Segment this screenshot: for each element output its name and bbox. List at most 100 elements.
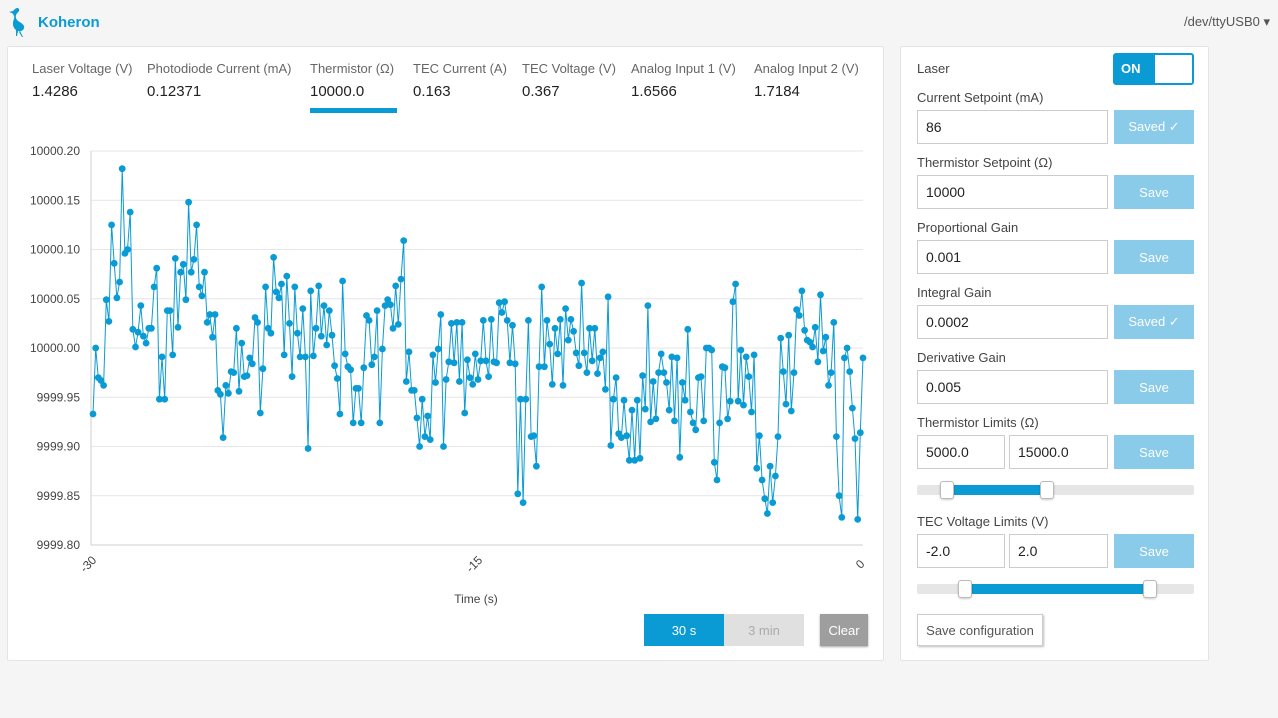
tab-value: 1.6566 — [631, 83, 677, 100]
derivative-gain-input[interactable] — [917, 370, 1108, 404]
data-point — [721, 364, 729, 372]
integral-gain-save-button[interactable]: Saved ✓ — [1114, 305, 1194, 339]
current-setpoint-input[interactable] — [917, 110, 1108, 144]
proportional-gain-save-button[interactable]: Save — [1114, 240, 1194, 274]
data-point — [849, 404, 856, 412]
thermistor-limits-slider[interactable] — [917, 481, 1194, 499]
slider-min-handle[interactable] — [958, 580, 973, 598]
y-tick-label: 10000.05 — [30, 292, 80, 306]
integral-gain-input[interactable] — [917, 305, 1108, 339]
tab-analog-input-1[interactable]: Analog Input 1 (V) 1.6566 — [631, 61, 736, 113]
data-point — [296, 353, 304, 361]
thermistor-limits-save-button[interactable]: Save — [1114, 435, 1194, 469]
data-point — [198, 292, 206, 300]
data-point — [676, 453, 684, 461]
range-3min-button[interactable]: 3 min — [724, 614, 804, 646]
data-point — [341, 350, 349, 358]
thermistor-setpoint-input[interactable] — [917, 175, 1108, 209]
data-point — [100, 382, 107, 389]
data-point — [838, 514, 846, 521]
data-point — [748, 408, 755, 416]
tab-analog-input-2[interactable]: Analog Input 2 (V) 1.7184 — [754, 61, 859, 113]
data-point — [471, 350, 479, 358]
data-point — [498, 309, 506, 316]
data-point — [270, 254, 277, 261]
data-point — [795, 312, 803, 319]
brand-logo[interactable]: Koheron — [8, 6, 100, 38]
data-point — [740, 401, 747, 409]
data-point — [856, 429, 864, 437]
laser-toggle[interactable]: ON — [1113, 53, 1194, 85]
save-configuration-button[interactable]: Save configuration — [917, 614, 1043, 646]
data-point — [777, 334, 785, 342]
data-point — [185, 198, 193, 206]
x-axis-label: Time (s) — [454, 592, 498, 606]
data-point — [474, 376, 482, 383]
data-point — [591, 324, 599, 332]
data-point — [809, 343, 816, 351]
data-point — [225, 389, 232, 397]
data-point — [599, 348, 607, 356]
data-point — [578, 279, 585, 287]
data-point — [413, 414, 421, 422]
derivative-gain-save-button[interactable]: Save — [1114, 370, 1194, 404]
data-point — [713, 476, 721, 484]
proportional-gain-label: Proportional Gain — [917, 220, 1019, 235]
tab-label: Laser Voltage (V) — [32, 61, 133, 76]
thermistor-limit-min-input[interactable] — [917, 435, 1005, 469]
data-point — [182, 296, 190, 304]
data-point — [657, 350, 665, 358]
slider-max-handle[interactable] — [1142, 580, 1157, 598]
data-point — [288, 373, 296, 380]
current-setpoint-save-button[interactable]: Saved ✓ — [1114, 110, 1194, 144]
tec-voltage-limit-min-input[interactable] — [917, 534, 1005, 568]
data-point — [392, 282, 400, 290]
thermistor-limit-max-input[interactable] — [1009, 435, 1108, 469]
data-point — [833, 433, 840, 440]
tec-voltage-limits-slider[interactable] — [917, 580, 1194, 598]
tab-label: Analog Input 2 (V) — [754, 61, 859, 76]
data-point — [835, 492, 843, 500]
data-point — [233, 324, 240, 332]
data-point — [360, 364, 368, 372]
data-point — [543, 317, 551, 324]
data-point — [798, 287, 806, 295]
data-point — [684, 325, 692, 333]
data-point — [203, 319, 211, 326]
slider-max-handle[interactable] — [1040, 481, 1055, 499]
thermistor-setpoint-label: Thermistor Setpoint (Ω) — [917, 155, 1053, 170]
device-selector[interactable]: /dev/ttyUSB0 ▾ — [1183, 14, 1270, 29]
tab-thermistor[interactable]: Thermistor (Ω) 10000.0 — [310, 61, 397, 113]
data-point — [774, 433, 782, 440]
data-point — [766, 462, 774, 470]
data-point — [801, 326, 808, 334]
thermistor-setpoint-save-button[interactable]: Save — [1114, 175, 1194, 209]
tab-photodiode-current[interactable]: Photodiode Current (mA) 0.12371 — [147, 61, 292, 113]
data-point — [509, 321, 516, 329]
data-point — [108, 221, 115, 229]
data-point — [461, 409, 469, 417]
data-point — [612, 374, 620, 381]
slider-min-handle[interactable] — [940, 481, 955, 499]
data-point — [750, 351, 758, 359]
proportional-gain-input[interactable] — [917, 240, 1108, 274]
y-tick-label: 10000.20 — [30, 144, 80, 158]
y-axis-ticks: 9999.80 9999.85 9999.90 9999.95 10000.00 1000… — [30, 144, 80, 552]
tab-tec-current[interactable]: TEC Current (A) 0.163 — [413, 61, 507, 113]
data-point — [764, 510, 771, 517]
range-30s-button[interactable]: 30 s — [644, 614, 724, 646]
tab-tec-voltage[interactable]: TEC Voltage (V) 0.367 — [522, 61, 616, 113]
clear-button[interactable]: Clear — [820, 614, 868, 646]
data-point — [355, 385, 362, 392]
data-point — [376, 419, 384, 427]
data-point — [525, 317, 532, 324]
tec-voltage-limit-max-input[interactable] — [1009, 534, 1108, 568]
tab-laser-voltage[interactable]: Laser Voltage (V) 1.4286 — [32, 61, 132, 113]
data-point — [323, 341, 331, 349]
data-point — [819, 347, 827, 355]
data-point — [572, 349, 580, 357]
tec-voltage-limits-save-button[interactable]: Save — [1114, 534, 1194, 568]
data-point — [655, 369, 662, 376]
data-point — [442, 376, 450, 383]
series-line — [92, 168, 864, 520]
